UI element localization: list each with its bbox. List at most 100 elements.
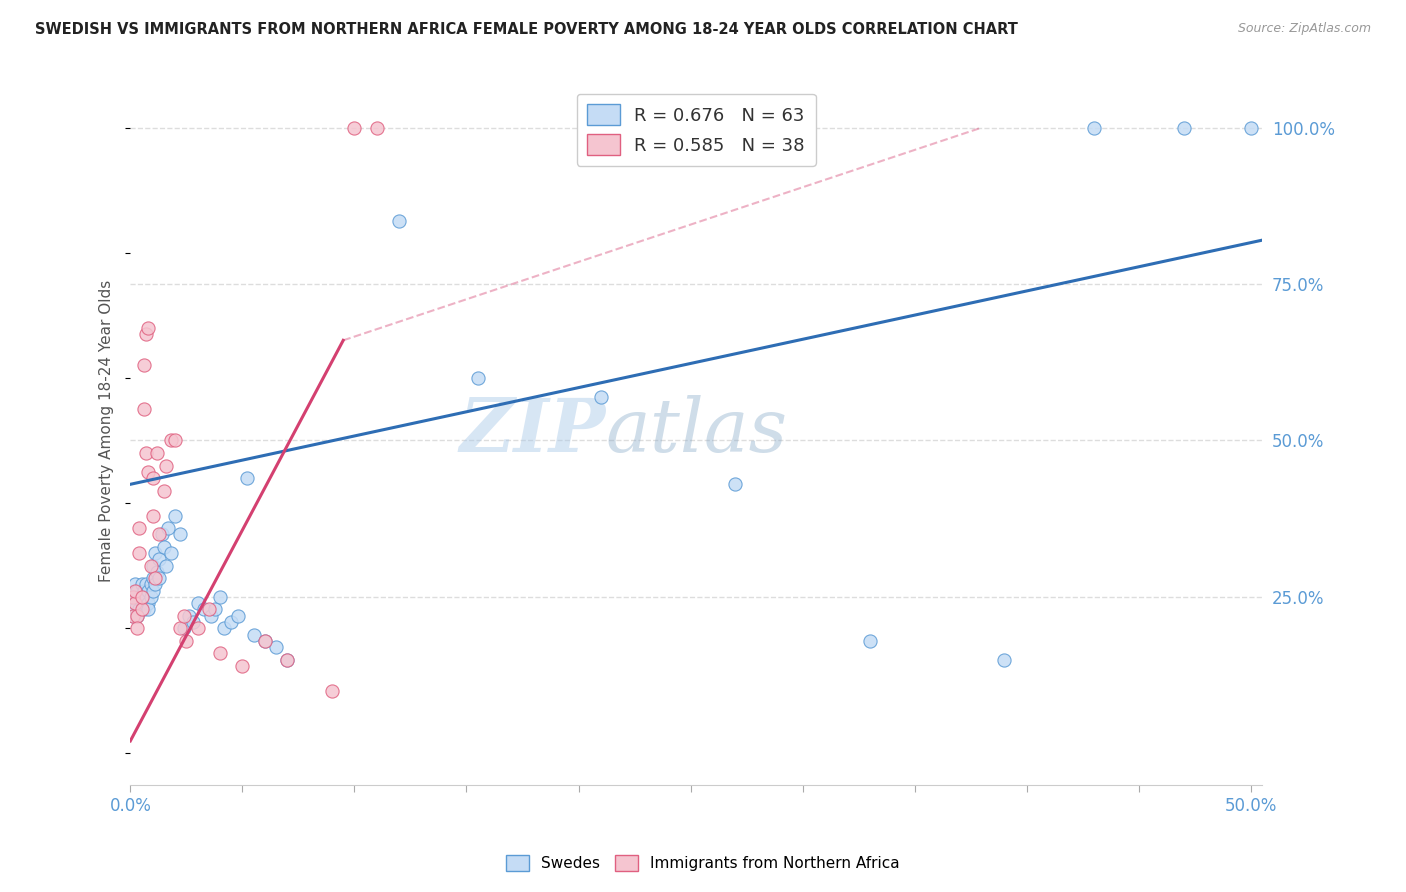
Point [132,596,155,610]
Point [343,120,366,135]
Point [143,546,166,560]
Point [125,621,148,635]
Point [131,596,153,610]
Point [121,590,143,604]
Point [253,633,276,648]
Point [142,558,165,573]
Text: Source: ZipAtlas.com: Source: ZipAtlas.com [1237,22,1371,36]
Point [159,434,181,448]
Point [131,577,153,591]
Point [1083,120,1105,135]
Point [148,571,170,585]
Point [388,214,411,228]
Text: SWEDISH VS IMMIGRANTS FROM NORTHERN AFRICA FEMALE POVERTY AMONG 18-24 YEAR OLDS : SWEDISH VS IMMIGRANTS FROM NORTHERN AFRI… [35,22,1018,37]
Legend: Swedes, Immigrants from Northern Africa: Swedes, Immigrants from Northern Africa [499,849,907,877]
Point [128,602,150,616]
Point [125,608,148,623]
Point [124,577,146,591]
Point [153,483,176,498]
Point [143,571,166,585]
Point [153,540,176,554]
Point [143,577,166,591]
Point [155,558,177,573]
Point [124,596,146,610]
Point [155,458,177,473]
Point [148,552,170,566]
Point [176,633,198,648]
Point [859,633,882,648]
Point [136,596,159,610]
Point [193,602,215,616]
Point [136,465,159,479]
Point [165,508,187,523]
Point [177,608,200,623]
Point [146,565,169,579]
Text: atlas: atlas [606,395,787,467]
Point [135,590,157,604]
Point [132,583,155,598]
Point [236,471,259,485]
Point [125,583,148,598]
Point [135,446,157,460]
Point [231,658,253,673]
Point [169,527,191,541]
Point [139,590,162,604]
Point [132,402,155,417]
Point [124,602,146,616]
Point [136,602,159,616]
Point [157,521,180,535]
Point [124,583,146,598]
Point [142,571,165,585]
Point [125,608,148,623]
Point [131,590,153,604]
Point [121,590,143,604]
Point [321,684,343,698]
Point [169,621,191,635]
Point [724,477,747,491]
Point [173,621,195,635]
Point [276,652,298,666]
Point [159,546,181,560]
Point [242,627,264,641]
Point [136,583,159,598]
Text: ZIP: ZIP [460,395,606,467]
Point [128,590,150,604]
Point [165,434,187,448]
Point [589,390,612,404]
Point [124,596,146,610]
Point [142,508,165,523]
Point [121,608,143,623]
Point [142,471,165,485]
Point [276,652,298,666]
Point [366,120,388,135]
Point [467,371,489,385]
Point [132,359,155,373]
Point [146,446,169,460]
Point [1240,120,1263,135]
Point [181,615,204,629]
Y-axis label: Female Poverty Among 18-24 Year Olds: Female Poverty Among 18-24 Year Olds [100,280,114,582]
Point [253,633,276,648]
Point [150,527,173,541]
Point [214,621,236,635]
Point [139,558,162,573]
Point [136,321,159,335]
Point [208,646,231,660]
Point [148,527,170,541]
Point [226,608,249,623]
Point [132,602,155,616]
Point [131,602,153,616]
Point [208,590,231,604]
Point [135,327,157,342]
Point [197,602,219,616]
Point [128,521,150,535]
Point [131,590,153,604]
Point [135,577,157,591]
Point [173,608,195,623]
Point [264,640,287,654]
Point [121,608,143,623]
Point [219,615,242,629]
Legend: R = 0.676   N = 63, R = 0.585   N = 38: R = 0.676 N = 63, R = 0.585 N = 38 [576,94,815,166]
Point [128,546,150,560]
Point [139,577,162,591]
